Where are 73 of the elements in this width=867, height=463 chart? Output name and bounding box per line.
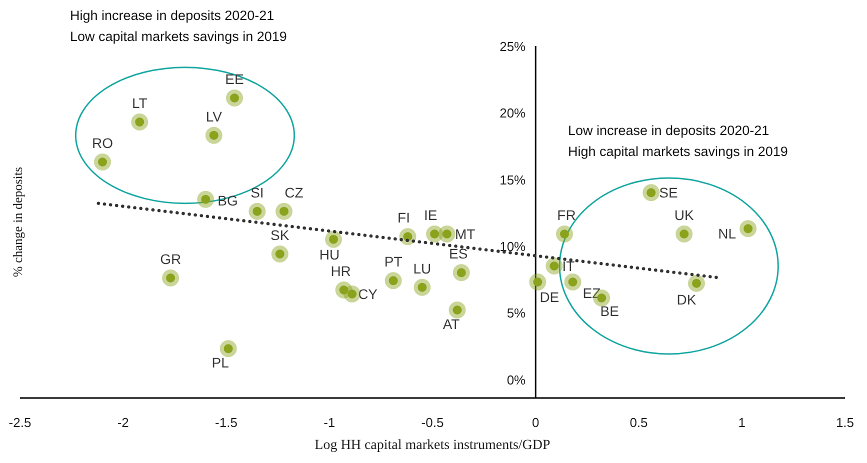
x-tick-label: -1 [324,415,336,430]
point [248,202,266,220]
point [438,226,456,242]
x-tick-label: -2.5 [8,415,32,430]
point [688,274,705,292]
annotation: MT [454,226,476,242]
annotation: HR [330,263,351,279]
x-tick-label: 0 [532,415,540,430]
annotation: SK [270,227,290,243]
annotation: LU [413,260,432,276]
x-tick-label: 1 [738,415,746,430]
point [226,90,243,106]
y-tick-label: 20% [500,106,526,121]
annotation: FI [398,210,410,226]
annotation: LV [206,108,223,124]
annotation: AT [442,316,460,332]
annotation: DK [676,291,697,308]
y-axis-title: % change in deposits [10,166,25,278]
y-tick-label: 0% [506,372,526,388]
annotation: NL [718,226,736,242]
point [325,230,342,248]
annotation: CY [358,286,378,302]
annotation: SE [659,184,678,201]
point [448,302,466,318]
point [676,226,693,242]
annotation: RO [92,135,114,151]
point [384,272,402,290]
x-tick-label: 1.5 [836,415,854,430]
x-tick-label: -1.5 [215,415,238,430]
annotation: HU [319,246,340,262]
annotation: CZ [284,184,304,200]
x-axis-title: Log HH capital markets instruments/GDP [314,438,551,453]
annotation: PL [212,354,230,371]
x-tick-label: 0.5 [630,415,648,430]
annotation: IE [424,207,438,223]
point [452,264,470,282]
y-tick-label: 25% [500,39,526,54]
point [162,270,180,286]
point [205,126,222,144]
point [556,226,573,242]
annotation: LT [132,95,148,111]
annotation: BE [600,303,619,319]
y-tick-label: 15% [500,172,526,188]
point [414,278,431,296]
point [276,202,292,220]
annotation: EE [225,71,244,87]
annotation: SI [250,184,264,200]
y-tick-label: 10% [500,239,526,254]
point [564,274,582,290]
point [220,340,237,358]
x-tick-label: -2 [117,415,129,430]
annotation: FR [557,207,576,223]
annotation: EZ [582,285,602,301]
annotation: PT [384,254,403,270]
text: High increase in deposits 2020-21 Low capital markets savings in 2019 [70,8,287,44]
point [94,154,111,170]
annotation: GR [160,251,182,267]
annotation: ES [449,246,468,262]
annotation: UK [674,207,695,223]
point [546,258,563,274]
point [131,114,148,130]
annotation: DE [540,289,560,305]
point [740,220,757,238]
point [197,190,214,208]
annotation: Low increase in deposits 2020-21 High capital markets savings in 2019 [568,123,788,159]
point [529,274,546,290]
point [399,228,416,246]
annotation: IT [562,258,576,274]
y-tick-label: 5% [506,306,526,321]
x-tick-label: -0.5 [421,415,444,430]
point [426,226,444,242]
point [642,184,660,202]
point [271,246,288,262]
